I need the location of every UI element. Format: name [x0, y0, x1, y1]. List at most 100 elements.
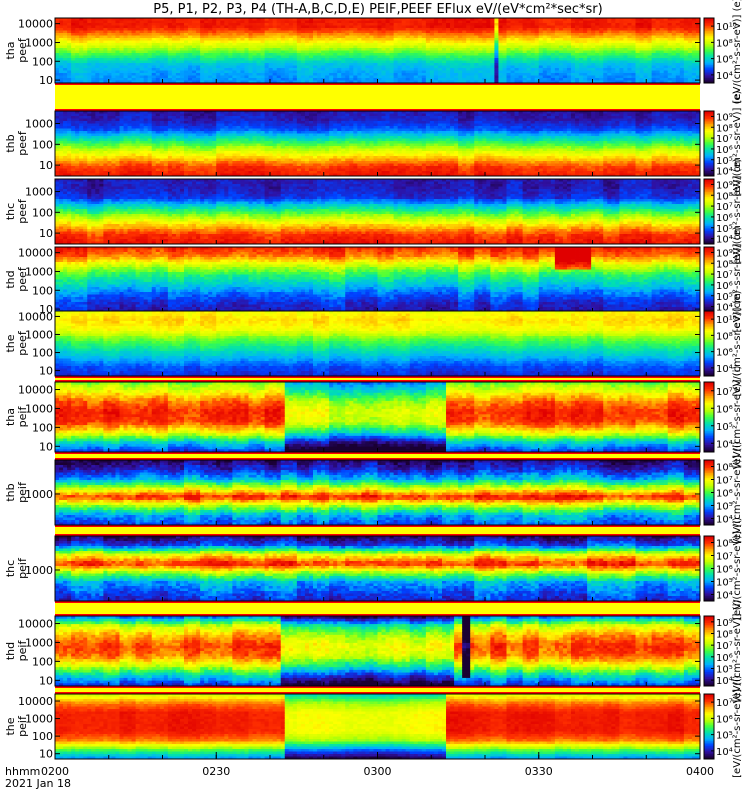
colorbar-tick-label: 10⁶: [716, 55, 733, 66]
heatmap-cells: [55, 247, 700, 312]
colorbar-tick-label: 10⁶: [716, 145, 733, 156]
y-tick-label: 10: [39, 674, 53, 687]
x-tick-label: 0400: [686, 765, 714, 778]
colorbar-tick-label: 10⁴: [716, 515, 733, 526]
heatmap-cells: [55, 536, 700, 601]
colorbar-tick-label: 10⁷: [716, 134, 733, 145]
colorbar-tick-label: 10⁸: [716, 259, 733, 270]
colorbar-tick-label: 10⁶: [716, 348, 733, 359]
colorbar-tick-label: 10⁶: [716, 489, 733, 500]
colorbar-tick-label: 10⁵: [716, 156, 733, 167]
colorbar-tick-label: 10⁸: [716, 191, 733, 202]
y-tick-label: 1000: [25, 36, 53, 49]
y-tick-label: 10000: [18, 310, 53, 323]
y-tick-label: 100: [32, 55, 53, 68]
colorbar-tick-label: 10⁵: [716, 224, 733, 235]
colorbar-tick-label: 10⁸: [716, 630, 733, 641]
colorbar-tick-label: 10⁸: [716, 463, 733, 474]
y-tick-label: 1000: [25, 713, 53, 726]
panel-label-quantity: peef: [16, 266, 29, 292]
panel-label-quantity: peif: [16, 640, 29, 662]
x-tick-label: 0300: [364, 765, 392, 778]
panel-label-quantity: peef: [16, 130, 29, 156]
y-tick-label: 10: [39, 227, 53, 240]
y-tick-label: 100: [32, 655, 53, 668]
colorbar-unit-label: [eV/(cm²-s-sr-eV)] (e): [732, 0, 743, 104]
heatmap-cells: [55, 382, 700, 452]
y-tick-label: 10: [39, 748, 53, 761]
colorbar-tick-label: 10⁵: [716, 665, 733, 676]
y-tick-label: 10000: [18, 247, 53, 260]
colorbar-tick-label: 10⁶: [716, 213, 733, 224]
y-tick-label: 100: [32, 347, 53, 360]
colorbar-tick-label: 10⁴: [716, 591, 733, 602]
heatmap-cells: [55, 18, 700, 83]
y-tick-label: 1000: [25, 118, 53, 131]
colorbar-unit-label: [eV/(cm²-s-sr-eV)] (i): [732, 675, 743, 778]
heatmap-cells: [55, 460, 700, 525]
colorbar-tick-label: 10⁵: [716, 292, 733, 303]
chart-title: P5, P1, P2, P3, P4 (TH-A,B,C,D,E) PEIF,P…: [153, 2, 602, 17]
colorbar-tick-label: 10⁶: [716, 404, 733, 415]
heatmap-cells: [55, 616, 700, 686]
colorbar-tick-label: 10⁶: [716, 714, 733, 725]
colorbar-tick-label: 10⁶: [716, 281, 733, 292]
colorbar-tick-label: 10⁹: [716, 248, 733, 259]
y-tick-label: 100: [32, 284, 53, 297]
y-tick-label: 1000: [25, 186, 53, 199]
colorbar-tick-label: 10⁹: [716, 112, 733, 123]
y-tick-label: 1000: [25, 564, 53, 577]
panel-label-quantity: peif: [16, 481, 29, 503]
colorbar-tick-label: 10⁴: [716, 439, 733, 450]
colorbar-tick-label: 10⁸: [716, 331, 733, 342]
panel-label-quantity: peif: [16, 557, 29, 579]
colorbar-tick-label: 10⁶: [716, 565, 733, 576]
colorbar-tick-label: 10⁴: [716, 364, 733, 375]
y-tick-label: 100: [32, 206, 53, 219]
colorbar-tick-label: 10⁷: [716, 387, 733, 398]
colorbar-tick-label: 10⁹: [716, 180, 733, 191]
y-tick-label: 100: [32, 421, 53, 434]
y-tick-label: 1000: [25, 402, 53, 415]
y-tick-label: 1000: [25, 265, 53, 278]
colorbar-tick-label: 10⁷: [716, 698, 733, 709]
colorbar-tick-label: 10⁴: [716, 676, 733, 687]
y-tick-label: 10: [39, 365, 53, 378]
colorbar-tick-label: 10⁶: [716, 653, 733, 664]
panel-label-quantity: peif: [16, 715, 29, 737]
colorbar-tick-label: 10⁵: [716, 422, 733, 433]
y-tick-label: 10000: [18, 618, 53, 631]
panel-label-quantity: peif: [16, 406, 29, 428]
y-tick-label: 10000: [18, 384, 53, 397]
colorbar-tick-label: 10⁷: [716, 270, 733, 281]
colorbar-tick-label: 10⁴: [716, 747, 733, 758]
y-tick-label: 10000: [18, 18, 53, 31]
y-tick-label: 10: [39, 440, 53, 453]
colorbar-tick-label: 10⁵: [716, 578, 733, 589]
colorbar-tick-label: 10⁴: [716, 235, 733, 246]
y-tick-label: 10: [39, 159, 53, 172]
y-tick-label: 1000: [25, 636, 53, 649]
colorbar-tick-label: 10⁸: [716, 38, 733, 49]
colorbar-tick-label: 10⁴: [716, 71, 733, 82]
y-tick-label: 1000: [25, 488, 53, 501]
colorbar-tick-label: 10⁷: [716, 202, 733, 213]
x-tick-label: 0330: [525, 765, 553, 778]
colorbar-tick-label: 10⁴: [716, 303, 733, 314]
panel-label-quantity: peef: [16, 330, 29, 356]
y-tick-label: 1000: [25, 328, 53, 341]
heatmap-cells: [55, 179, 700, 244]
y-tick-label: 10000: [18, 695, 53, 708]
colorbar-tick-label: 10⁷: [716, 641, 733, 652]
colorbar-tick-label: 10⁷: [716, 552, 733, 563]
heatmap-cells: [55, 694, 700, 759]
colorbar-tick-label: 10⁸: [716, 123, 733, 134]
panel-label-quantity: peef: [16, 198, 29, 224]
colorbar-tick-label: 10⁵: [716, 502, 733, 513]
heatmap-cells: [55, 111, 700, 176]
colorbar-tick-label: 10⁷: [716, 476, 733, 487]
